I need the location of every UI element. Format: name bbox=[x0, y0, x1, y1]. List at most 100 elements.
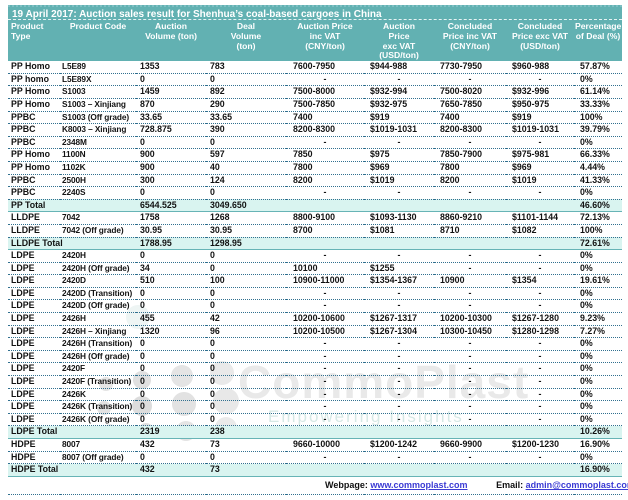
cell-deal-volume-ton: 783 bbox=[206, 61, 286, 74]
table-row: PPBC 2348M 0 0- - - -0% bbox=[8, 136, 622, 150]
cell-concluded-price-inc-vat-cny: - bbox=[434, 262, 506, 276]
cell-concluded-price-exc-vat-usd bbox=[506, 199, 574, 213]
cell-deal-volume-ton: 238 bbox=[206, 425, 286, 439]
cell-concluded-price-exc-vat-usd: $1082 bbox=[506, 224, 574, 238]
cell-concluded-price-exc-vat-usd: - bbox=[506, 337, 574, 351]
cell-concluded-price-exc-vat-usd: $1280-1298 bbox=[506, 325, 574, 339]
cell-product-code: 2348M bbox=[60, 136, 136, 150]
cell-concluded-price-inc-vat-cny bbox=[434, 237, 506, 251]
cell-concluded-price-inc-vat-cny: 10900 bbox=[434, 274, 506, 288]
cell-percentage-of-deal: 66.33% bbox=[574, 148, 622, 162]
table-row: HDPE 8007 (Off grade) 0 0- - - -0% bbox=[8, 451, 622, 465]
cell-percentage-of-deal: 100% bbox=[574, 111, 622, 125]
cell-product-type: PPBC bbox=[8, 174, 60, 188]
cell-auction-price-exc-vat-usd: $1200-1242 bbox=[364, 438, 434, 452]
cell-auction-price-exc-vat-usd: - bbox=[364, 186, 434, 200]
cell-concluded-price-exc-vat-usd: - bbox=[506, 451, 574, 465]
cell-auction-price-exc-vat-usd: - bbox=[364, 388, 434, 402]
cell-deal-volume-ton: 96 bbox=[206, 325, 286, 339]
cell-auction-price-exc-vat-usd: $1093-1130 bbox=[364, 211, 434, 225]
cell-auction-price-exc-vat-usd: - bbox=[364, 73, 434, 87]
cell-deal-volume-ton: 597 bbox=[206, 148, 286, 162]
cell-auction-price-exc-vat-usd: - bbox=[364, 337, 434, 351]
cell-auction-price-inc-vat-cny: - bbox=[286, 413, 364, 427]
cell-concluded-price-inc-vat-cny bbox=[434, 425, 506, 439]
cell-percentage-of-deal: 72.13% bbox=[574, 211, 622, 225]
cell-percentage-of-deal: 10.26% bbox=[574, 425, 622, 439]
cell-concluded-price-exc-vat-usd bbox=[506, 463, 574, 477]
cell-auction-price-exc-vat-usd: $932-994 bbox=[364, 85, 434, 99]
cell-concluded-price-inc-vat-cny: - bbox=[434, 362, 506, 377]
table-row: LDPE 2426H – Xinjiang 1320 96 10200-10500 $12… bbox=[8, 325, 622, 339]
table-row: HDPE 8007 432 73 9660-10000 $1200-1242 9660-99… bbox=[8, 438, 622, 452]
cell-product-type: LDPE bbox=[8, 375, 60, 389]
table-row: LDPE 2420H 0 0- - - -0% bbox=[8, 249, 622, 263]
cell-percentage-of-deal: 16.90% bbox=[574, 463, 622, 477]
cell-concluded-price-inc-vat-cny: - bbox=[434, 299, 506, 314]
cell-auction-price-inc-vat-cny: 7500-8000 bbox=[286, 85, 364, 99]
cell-product-code bbox=[60, 425, 136, 439]
column-header-product-code: Product Code bbox=[60, 20, 136, 62]
cell-product-type: LDPE Total bbox=[8, 425, 60, 439]
cell-auction-price-exc-vat-usd: - bbox=[364, 136, 434, 150]
cell-concluded-price-exc-vat-usd: - bbox=[506, 413, 574, 427]
cell-auction-price-inc-vat-cny: - bbox=[286, 287, 364, 301]
cell-auction-price-inc-vat-cny: 7600-7950 bbox=[286, 61, 364, 74]
email-link[interactable]: admin@commoplast.com bbox=[525, 480, 628, 491]
cell-concluded-price-inc-vat-cny: - bbox=[434, 350, 506, 364]
cell-auction-volume-ton: 33.65 bbox=[136, 111, 206, 125]
cell-product-type: LDPE bbox=[8, 274, 60, 288]
cell-auction-price-exc-vat-usd: $1267-1304 bbox=[364, 325, 434, 339]
cell-concluded-price-exc-vat-usd: $960-988 bbox=[506, 61, 574, 74]
table-row: PP homo L5E89X 0 0- - - -0% bbox=[8, 73, 622, 87]
cell-deal-volume-ton: 3049.650 bbox=[206, 199, 286, 213]
column-header-concluded-price-inc-vat-cny: Concluded Price inc VAT (CNY/ton) bbox=[434, 20, 506, 62]
cell-auction-volume-ton: 0 bbox=[136, 287, 206, 301]
cell-deal-volume-ton: 73 bbox=[206, 463, 286, 477]
cell-concluded-price-exc-vat-usd: $932-996 bbox=[506, 85, 574, 99]
cell-percentage-of-deal: 16.90% bbox=[574, 438, 622, 452]
webpage-link[interactable]: www.commoplast.com bbox=[370, 480, 468, 491]
cell-product-code: 2426H – Xinjiang bbox=[60, 325, 136, 339]
cell-concluded-price-exc-vat-usd: $1354 bbox=[506, 274, 574, 288]
cell-deal-volume-ton: 42 bbox=[206, 312, 286, 326]
cell-deal-volume-ton: 0 bbox=[206, 186, 286, 200]
cell-deal-volume-ton: 40 bbox=[206, 161, 286, 175]
cell-product-type: LDPE bbox=[8, 362, 60, 377]
cell-percentage-of-deal: 0% bbox=[574, 73, 622, 87]
cell-concluded-price-inc-vat-cny bbox=[434, 199, 506, 213]
cell-concluded-price-exc-vat-usd: $969 bbox=[506, 161, 574, 175]
cell-auction-volume-ton: 432 bbox=[136, 463, 206, 477]
cell-deal-volume-ton: 0 bbox=[206, 350, 286, 364]
cell-product-type: LLDPE bbox=[8, 211, 60, 225]
cell-concluded-price-inc-vat-cny: 8200-8300 bbox=[434, 123, 506, 137]
cell-auction-volume-ton: 0 bbox=[136, 362, 206, 377]
cell-product-code: 2240S bbox=[60, 186, 136, 200]
cell-product-code bbox=[60, 199, 136, 213]
cell-auction-price-inc-vat-cny: 10200-10600 bbox=[286, 312, 364, 326]
cell-deal-volume-ton: 33.65 bbox=[206, 111, 286, 125]
cell-deal-volume-ton: 73 bbox=[206, 438, 286, 452]
cell-concluded-price-exc-vat-usd: $1200-1230 bbox=[506, 438, 574, 452]
cell-auction-price-inc-vat-cny: - bbox=[286, 362, 364, 377]
cell-product-code: 2426H (Off grade) bbox=[60, 350, 136, 364]
cell-concluded-price-exc-vat-usd: $975-981 bbox=[506, 148, 574, 162]
auction-results-table: Product Type Product Code Auction Volume (… bbox=[8, 20, 628, 495]
table-row: PPBC 2500H 300 124 8200 $1019 8200 $1019 41.33% bbox=[8, 174, 622, 188]
cell-concluded-price-exc-vat-usd: $919 bbox=[506, 111, 574, 125]
cell-product-type: PPBC bbox=[8, 111, 60, 125]
cell-concluded-price-exc-vat-usd: - bbox=[506, 262, 574, 276]
column-header-product-type: Product Type bbox=[8, 20, 60, 62]
cell-product-type: PP Homo bbox=[8, 61, 60, 74]
cell-auction-price-inc-vat-cny: 8800-9100 bbox=[286, 211, 364, 225]
cell-product-code: 2500H bbox=[60, 174, 136, 188]
cell-auction-price-inc-vat-cny: 8200 bbox=[286, 174, 364, 188]
cell-product-code: 2420H (Off grade) bbox=[60, 262, 136, 276]
cell-concluded-price-inc-vat-cny: - bbox=[434, 451, 506, 465]
cell-auction-price-inc-vat-cny bbox=[286, 463, 364, 477]
cell-auction-price-inc-vat-cny: - bbox=[286, 388, 364, 402]
cell-product-type: PP Total bbox=[8, 199, 60, 213]
cell-percentage-of-deal: 61.14% bbox=[574, 85, 622, 99]
cell-percentage-of-deal: 19.61% bbox=[574, 274, 622, 288]
cell-percentage-of-deal: 72.61% bbox=[574, 237, 622, 251]
